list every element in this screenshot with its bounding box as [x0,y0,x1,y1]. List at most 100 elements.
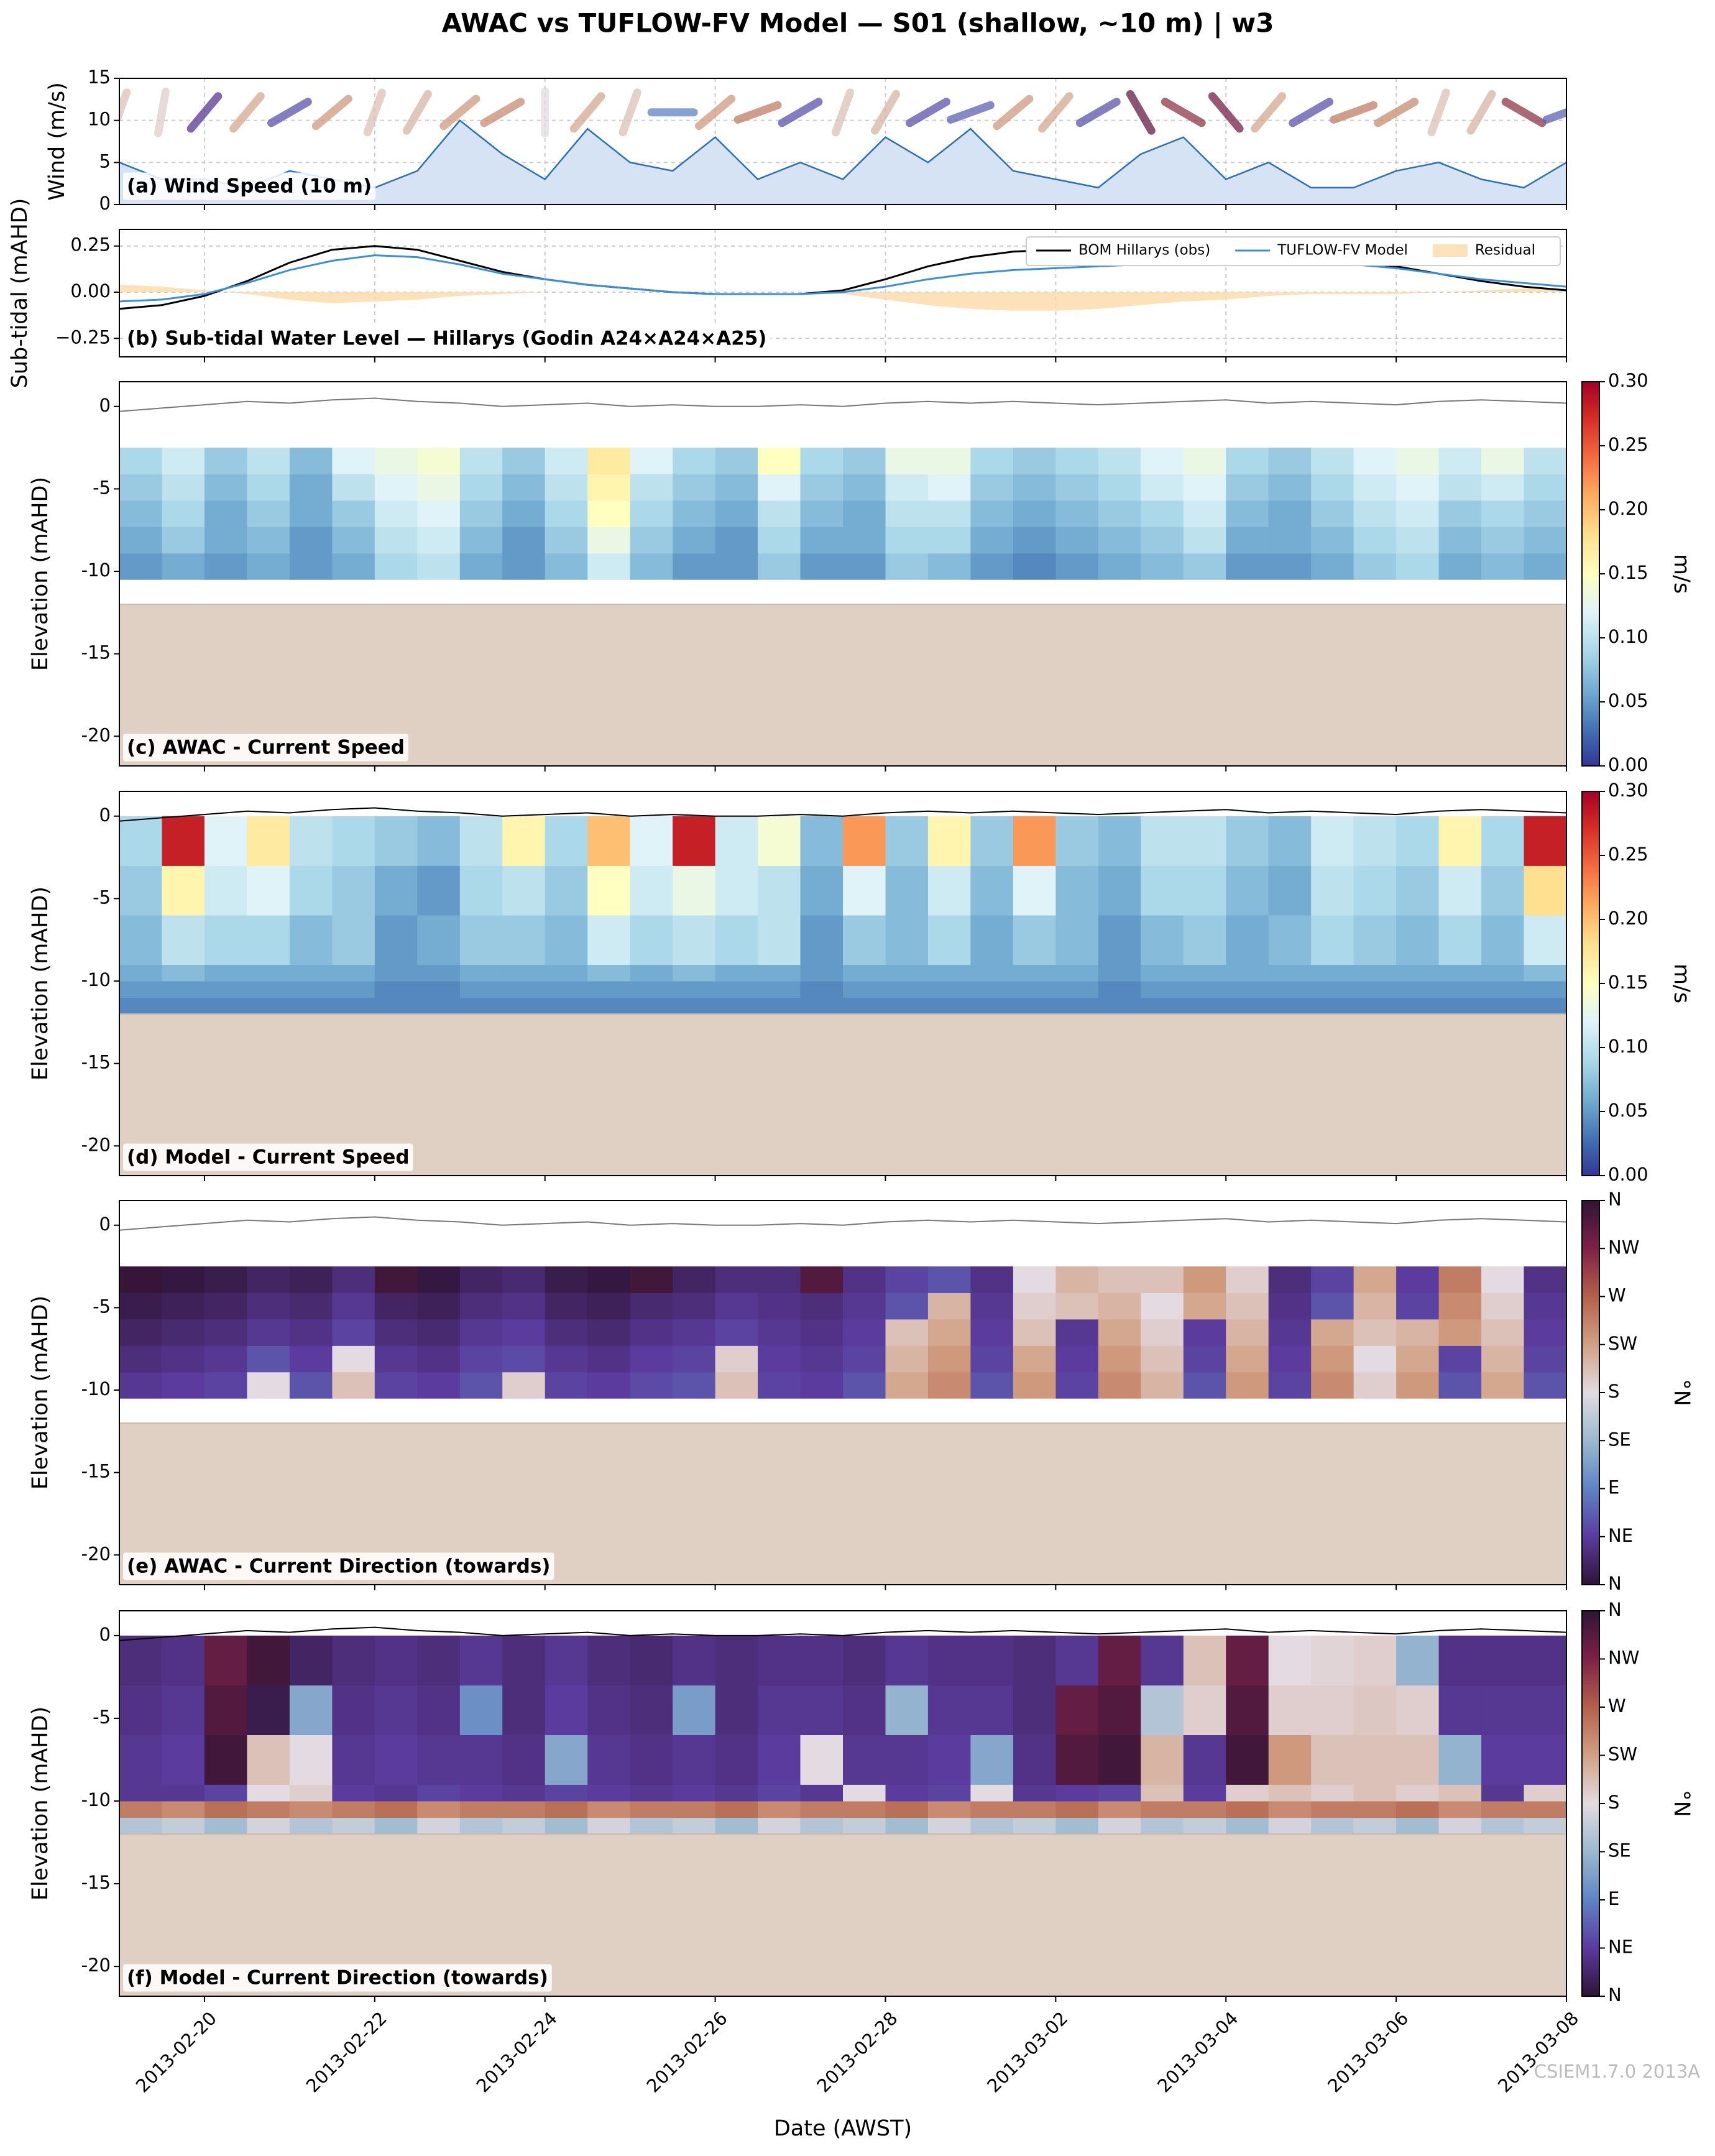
heat-cell [502,914,546,965]
heat-cell [289,527,333,554]
heat-cell [800,914,844,965]
heat-cell [587,865,631,916]
heat-cell [417,448,461,474]
heat-cell [800,1734,844,1785]
x-tick-label: 2013-03-02 [983,2007,1072,2096]
heat-cell [715,1784,758,1802]
plot-area [119,1216,1566,1585]
heat-cell [1141,553,1184,580]
heat-cell [332,865,375,916]
heat-cell [673,1685,716,1735]
heat-cell [1183,1319,1227,1346]
heat-cell [247,981,290,998]
colorbar-tick-label: 0.00 [1608,1164,1648,1185]
heat-cell [885,448,929,474]
heat-cell [758,500,801,527]
heat-cell [1183,1635,1227,1686]
y-axis-label: Elevation (mAHD) [28,1707,53,1900]
heat-cell [843,1266,886,1293]
heat-cell [1396,1319,1440,1346]
heat-cell [502,1345,546,1373]
heat-cell [374,997,418,1015]
heat-cell [715,1266,758,1293]
heat-cell [1055,997,1099,1015]
heat-cell [417,997,461,1015]
heat-cell [417,816,461,866]
heat-cell [1481,474,1525,501]
heat-cell [1268,553,1312,580]
heat-cell [843,1371,886,1399]
heat-cell [289,1734,333,1785]
heat-cell [800,816,844,866]
heat-cell [289,816,333,866]
heat-cell [374,964,418,982]
heat-cell [1226,1734,1269,1785]
y-tick-label: 0.25 [70,234,111,256]
axes-frame [119,381,1567,767]
heat-cell [502,448,546,474]
heat-cell [673,1319,716,1346]
heat-cell [1481,1635,1525,1686]
heat-cell [119,964,163,982]
heat-cell [1183,500,1227,527]
heat-cell [162,474,205,501]
heat-cell [1268,1292,1312,1320]
wind-arrow [186,92,223,133]
heat-cell [1098,1371,1142,1399]
heat-cell [970,816,1014,866]
heat-cell [119,865,163,916]
heat-cell [970,1266,1014,1293]
heat-cell [1013,816,1057,866]
heat-cell [1098,816,1142,866]
heat-cell [843,1345,886,1373]
heat-cell [502,964,546,982]
heat-cell [1311,553,1354,580]
heat-cell [332,1801,375,1818]
heat-cell [843,1292,886,1320]
heat-cell [927,816,972,866]
heat-cell [800,1266,844,1293]
heat-cell [1438,1345,1482,1373]
heat-cell [587,981,631,998]
heat-cell [1481,1784,1525,1802]
heat-cell [1268,914,1312,965]
heat-cell [800,553,844,580]
heat-cell [587,964,631,982]
heat-cell [715,964,758,982]
heat-cell [1098,981,1142,998]
heat-cell [332,500,375,527]
heat-cell [1098,964,1142,982]
legend-label: BOM Hillarys (obs) [1078,242,1210,259]
heat-cell [1353,1266,1397,1293]
heat-cell [289,1319,333,1346]
heat-cell [1141,1685,1184,1735]
heat-cell [374,448,418,474]
heat-cell [162,914,205,965]
panel-label: (d) Model - Current Speed [127,1146,410,1169]
heat-cell [1183,816,1227,866]
wind-arrow [1161,98,1206,127]
heat-cell [927,997,972,1015]
heat-cell [374,553,418,580]
heat-cell [1438,527,1482,554]
heat-cell [374,474,418,501]
wind-arrow [1330,101,1378,124]
heat-cell [332,1371,375,1399]
heat-cell [587,1817,631,1835]
heat-cell [162,981,205,998]
heat-cell [247,500,290,527]
heat-cell [459,553,503,580]
heat-cell [1396,1784,1440,1802]
heat-cell [502,1635,546,1686]
panel-label-bg [123,1964,552,1992]
heat-cell [1268,964,1312,982]
heat-cell [1481,500,1525,527]
heat-cell [119,981,163,998]
heat-cell [374,981,418,998]
heat-cell [1141,448,1184,474]
x-tick-label: 2013-02-26 [643,2007,732,2096]
y-axis-label: Sub-tidal (mAHD) [7,198,32,389]
heat-cell [545,527,588,554]
heat-cell [1524,1319,1566,1346]
y-tick-label: 0 [99,804,111,826]
